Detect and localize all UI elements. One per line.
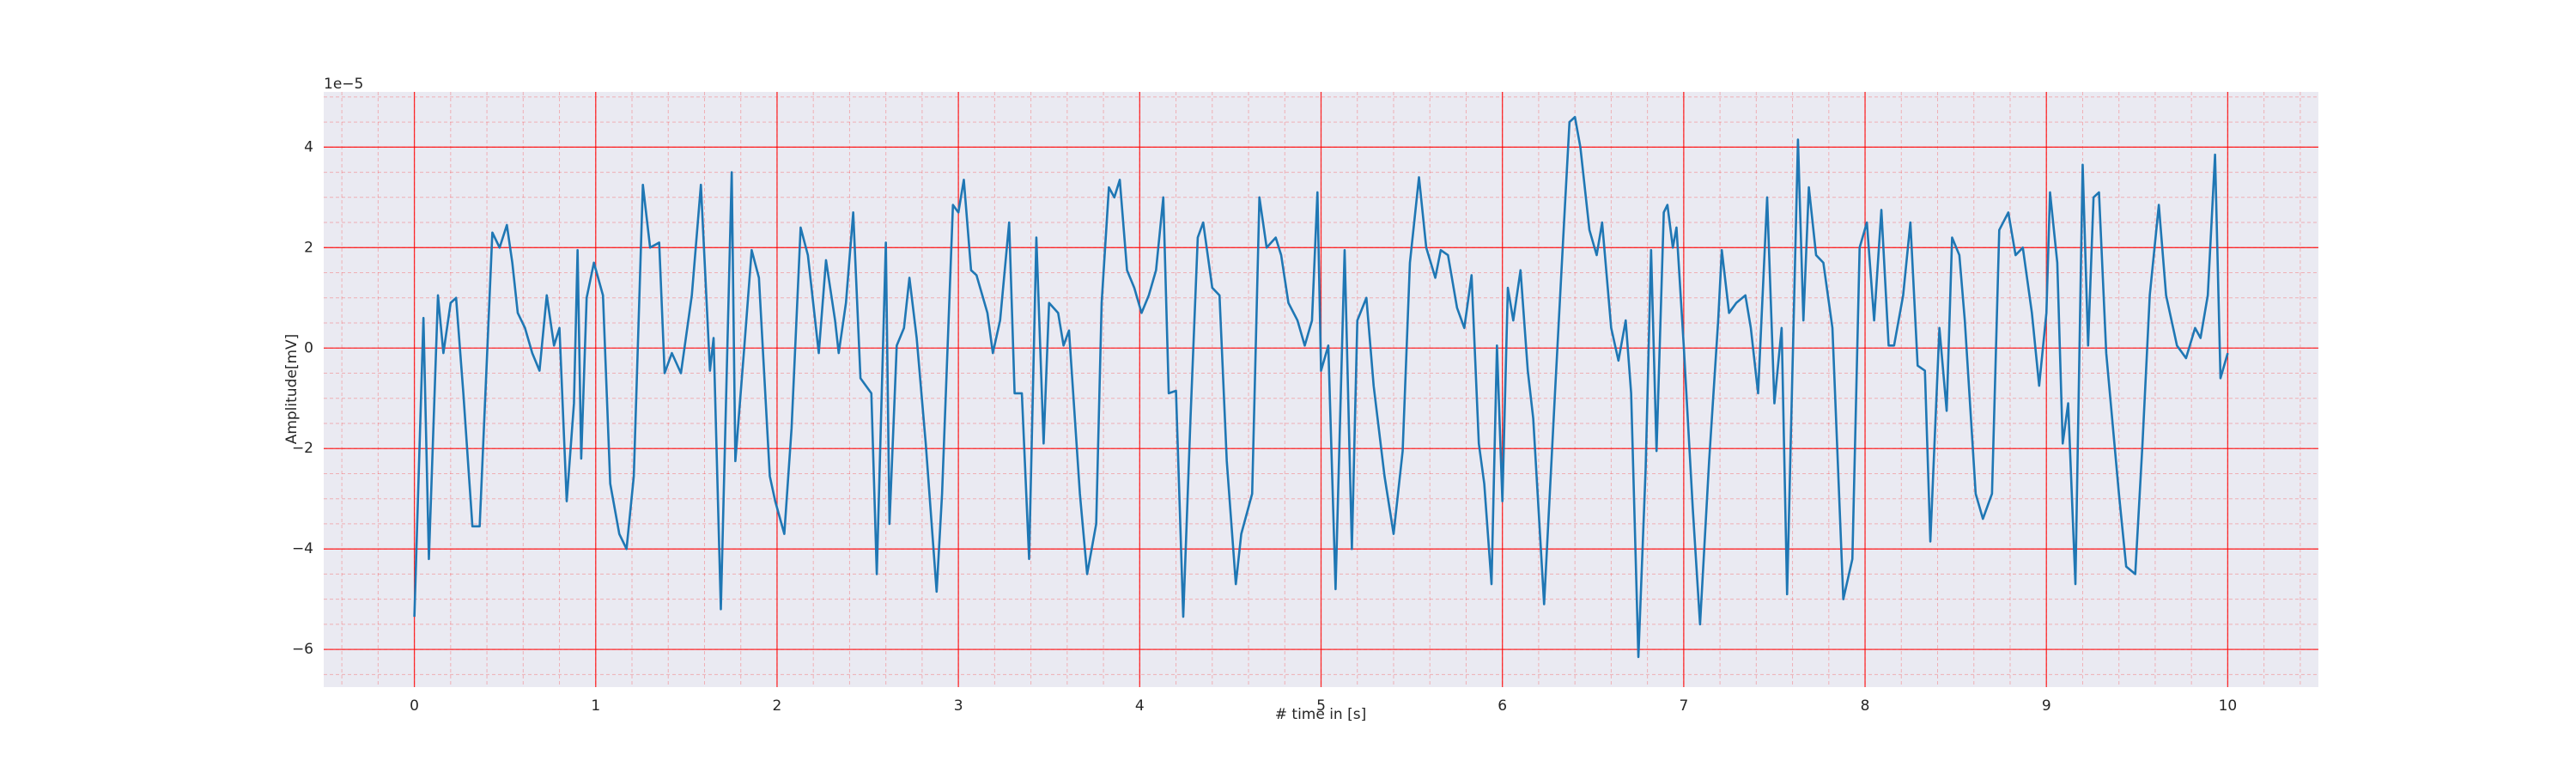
y-tick-label: 0: [304, 339, 313, 356]
x-axis-label: # time in [s]: [1275, 706, 1366, 723]
x-tick-label: 5: [1316, 697, 1326, 715]
x-tick-label: 0: [410, 697, 419, 715]
x-tick-label: 9: [2042, 697, 2051, 715]
x-tick-label: 3: [954, 697, 963, 715]
x-tick-label: 8: [1861, 697, 1870, 715]
y-tick-label: 4: [304, 138, 313, 155]
x-tick-label: 6: [1498, 697, 1507, 715]
x-tick-label: 4: [1135, 697, 1145, 715]
y-tick-label: −6: [292, 641, 313, 658]
x-tick-label: 2: [773, 697, 782, 715]
x-tick-label: 7: [1679, 697, 1688, 715]
y-tick-label: −2: [292, 440, 313, 457]
signal-line: [413, 115, 2229, 659]
y-tick-label: 2: [304, 239, 313, 256]
x-tick-label: 1: [591, 697, 600, 715]
y-tick-label: −4: [292, 540, 313, 557]
y-offset-label: 1e−5: [324, 76, 363, 93]
x-tick-label: 10: [2219, 697, 2238, 715]
y-axis-label: Amplitude[mV]: [283, 334, 301, 445]
